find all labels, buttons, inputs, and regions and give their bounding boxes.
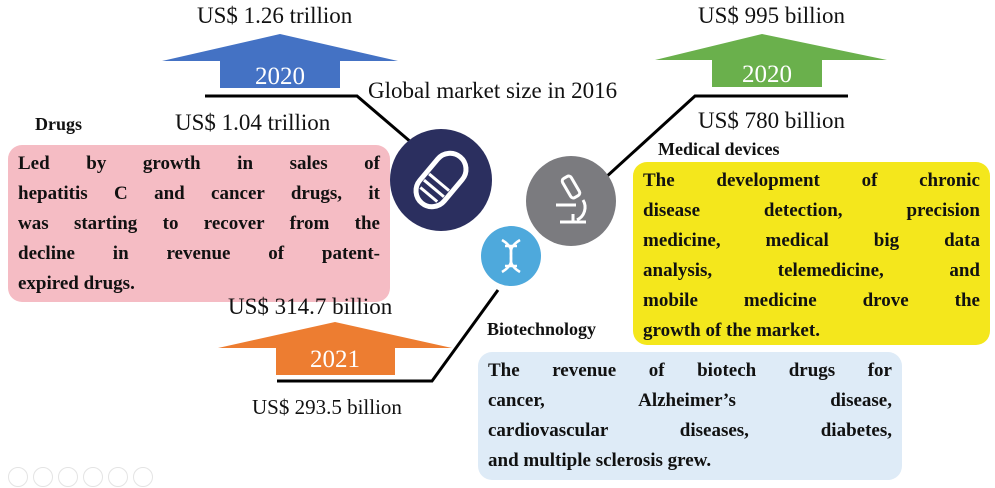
biotech-connector-line (277, 289, 500, 383)
devices-description-line: growth of the market. (643, 320, 820, 341)
viewer-zoom-icon[interactable] (108, 467, 128, 487)
drugs-description-line: Led by growth in sales of (18, 153, 380, 174)
biotech-description-line: and multiple sclerosis grew. (488, 450, 712, 471)
devices-forecast-value: US$ 995 billion (698, 3, 845, 28)
devices-growth-arrow: 2020 (655, 34, 887, 88)
drugs-growth-arrow: 2020 (162, 34, 398, 90)
drugs-heading: Drugs (35, 114, 83, 134)
drugs-description-line: was starting to recover from the (18, 213, 380, 234)
biotech-description-line: The revenue of biotech drugs for (488, 360, 892, 381)
dna-icon (481, 226, 541, 286)
drugs-description-box: Led by growth in sales of hepatitis C an… (8, 145, 390, 302)
viewer-share-icon[interactable] (33, 467, 53, 487)
drugs-connector-line (205, 94, 413, 145)
biotech-2016-value: US$ 293.5 billion (252, 395, 402, 419)
drugs-description-line: decline in revenue of patent- (18, 243, 380, 264)
devices-forecast-year: 2020 (742, 61, 792, 88)
biotech-description-line: cancer, Alzheimer’s disease, (488, 390, 892, 411)
devices-description-line: The development of chronic (643, 170, 980, 191)
drugs-forecast-value: US$ 1.26 trillion (197, 3, 353, 28)
drugs-forecast-year: 2020 (255, 63, 305, 90)
drugs-description-line: hepatitis C and cancer drugs, it (18, 183, 380, 204)
devices-description-line: medicine, medical big data (643, 230, 980, 251)
pill-icon (390, 129, 492, 231)
biotech-growth-arrow: 2021 (218, 322, 452, 375)
devices-description-line: analysis, telemedicine, and (643, 260, 980, 281)
biotech-description-box: The revenue of biotech drugs for cancer,… (478, 352, 902, 480)
global-market-title: Global market size in 2016 (368, 78, 618, 103)
microscope-icon (526, 156, 616, 246)
viewer-prev-icon[interactable] (8, 467, 28, 487)
biotech-heading: Biotechnology (487, 319, 597, 339)
biotech-description-line: cardiovascular diseases, diabetes, (488, 420, 892, 441)
biotech-forecast-value: US$ 314.7 billion (228, 294, 393, 319)
devices-description-box: The development of chronic disease detec… (633, 162, 990, 345)
devices-description-line: disease detection, precision (643, 200, 980, 221)
drugs-2016-value: US$ 1.04 trillion (175, 110, 331, 135)
viewer-more-icon[interactable] (133, 467, 153, 487)
devices-description-line: mobile medicine drove the (643, 290, 980, 311)
devices-2016-value: US$ 780 billion (698, 108, 845, 133)
viewer-edit-icon[interactable] (58, 467, 78, 487)
devices-heading: Medical devices (658, 139, 780, 159)
drugs-description-line: expired drugs. (18, 273, 135, 294)
viewer-home-icon[interactable] (83, 467, 103, 487)
biotech-forecast-year: 2021 (310, 346, 360, 373)
devices-connector-line (603, 94, 848, 180)
